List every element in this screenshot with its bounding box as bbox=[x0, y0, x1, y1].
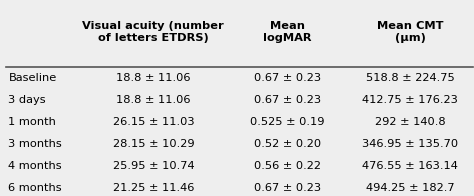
Text: 346.95 ± 135.70: 346.95 ± 135.70 bbox=[362, 139, 458, 149]
Text: 518.8 ± 224.75: 518.8 ± 224.75 bbox=[366, 73, 455, 83]
Text: 3 days: 3 days bbox=[9, 95, 46, 105]
Text: Mean
logMAR: Mean logMAR bbox=[264, 21, 312, 43]
Text: 0.525 ± 0.19: 0.525 ± 0.19 bbox=[250, 117, 325, 127]
Text: Mean CMT
(μm): Mean CMT (μm) bbox=[377, 21, 443, 43]
Text: 0.67 ± 0.23: 0.67 ± 0.23 bbox=[254, 95, 321, 105]
Text: 476.55 ± 163.14: 476.55 ± 163.14 bbox=[362, 161, 458, 171]
Text: 6 months: 6 months bbox=[9, 183, 62, 193]
Text: 26.15 ± 11.03: 26.15 ± 11.03 bbox=[112, 117, 194, 127]
Text: 0.52 ± 0.20: 0.52 ± 0.20 bbox=[254, 139, 321, 149]
Text: 3 months: 3 months bbox=[9, 139, 62, 149]
Text: 28.15 ± 10.29: 28.15 ± 10.29 bbox=[112, 139, 194, 149]
Text: 4 months: 4 months bbox=[9, 161, 62, 171]
Text: 412.75 ± 176.23: 412.75 ± 176.23 bbox=[362, 95, 458, 105]
Text: 1 month: 1 month bbox=[9, 117, 56, 127]
Text: 0.67 ± 0.23: 0.67 ± 0.23 bbox=[254, 183, 321, 193]
Text: 21.25 ± 11.46: 21.25 ± 11.46 bbox=[113, 183, 194, 193]
Text: 0.56 ± 0.22: 0.56 ± 0.22 bbox=[254, 161, 321, 171]
Text: 25.95 ± 10.74: 25.95 ± 10.74 bbox=[112, 161, 194, 171]
Text: Visual acuity (number
of letters ETDRS): Visual acuity (number of letters ETDRS) bbox=[82, 21, 224, 43]
Text: 18.8 ± 11.06: 18.8 ± 11.06 bbox=[116, 73, 191, 83]
Text: 0.67 ± 0.23: 0.67 ± 0.23 bbox=[254, 73, 321, 83]
Text: Baseline: Baseline bbox=[9, 73, 57, 83]
Text: 292 ± 140.8: 292 ± 140.8 bbox=[375, 117, 446, 127]
Text: 18.8 ± 11.06: 18.8 ± 11.06 bbox=[116, 95, 191, 105]
Text: 494.25 ± 182.7: 494.25 ± 182.7 bbox=[366, 183, 455, 193]
